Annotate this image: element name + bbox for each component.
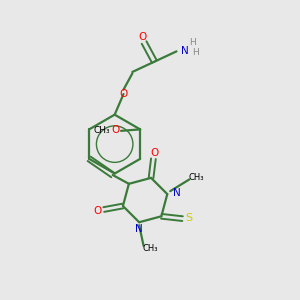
Text: N: N <box>181 46 189 56</box>
Text: CH₃: CH₃ <box>142 244 158 253</box>
Text: O: O <box>139 32 147 42</box>
Text: CH₃: CH₃ <box>94 126 110 135</box>
Text: O: O <box>119 89 128 99</box>
Text: O: O <box>111 125 120 135</box>
Text: S: S <box>185 213 193 223</box>
Text: O: O <box>150 148 158 158</box>
Text: N: N <box>172 188 180 198</box>
Text: CH₃: CH₃ <box>189 172 205 182</box>
Text: H: H <box>192 48 199 57</box>
Text: O: O <box>93 206 101 216</box>
Text: N: N <box>135 224 143 234</box>
Text: H: H <box>189 38 196 47</box>
